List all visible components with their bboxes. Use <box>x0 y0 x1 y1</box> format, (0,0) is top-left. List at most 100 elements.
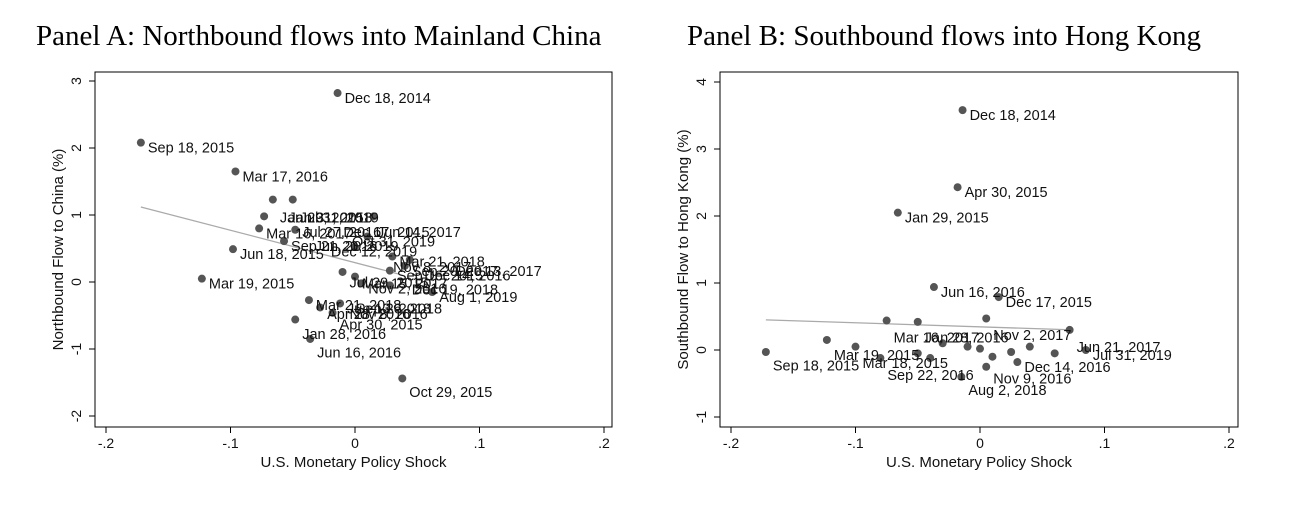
panel-a-point-label: Dec 19, 2018 <box>412 283 498 299</box>
panel-a-point-label: Mar 16, 2017 <box>266 226 351 242</box>
panel-a-point-label: Mar 21, 2018 <box>316 298 401 314</box>
panel-a-x-tick-label: .2 <box>598 435 610 451</box>
panel-a-point-label: Dec 14, 2016 <box>424 269 510 285</box>
panel-a-data-point <box>316 303 325 312</box>
panel-a-data-point <box>306 334 315 343</box>
panel-a-point-label: Aug 1, 2019 <box>439 290 517 306</box>
panel-b-point-label: Dec 17, 2015 <box>1006 295 1092 311</box>
panel-a-data-point <box>228 245 237 254</box>
panel-b-point-label: Mar 16, 2017 <box>894 331 979 347</box>
panel-a-x-tick-label: 0 <box>351 435 359 451</box>
panel-b-point-label: Dec 14, 2016 <box>1024 360 1110 376</box>
panel-b-data-point <box>958 106 967 115</box>
panel-b-x-tick-label: .1 <box>1099 435 1111 451</box>
panel-b-data-point <box>913 317 922 326</box>
panel-b-data-point <box>988 352 997 361</box>
panel-b-data-point <box>926 354 935 363</box>
panel-a-data-point <box>385 266 394 275</box>
panel-b-x-tick-label: -.2 <box>723 435 740 451</box>
panel-a-x-tick-label: -.1 <box>222 435 239 451</box>
panel-a-data-point <box>231 167 240 176</box>
panel-b-x-tick-label: -.1 <box>847 435 864 451</box>
panel-a-fit-line <box>140 206 399 275</box>
panel-b-data-point <box>957 372 966 381</box>
panel-b-y-tick-label: 2 <box>693 212 709 220</box>
panel-a-point-label: Apr 30, 2015 <box>340 318 423 334</box>
panel-a-y-tick-label: -2 <box>68 410 84 423</box>
panel-b-title: Panel B: Southbound flows into Hong Kong <box>687 20 1201 52</box>
panel-b-data-point <box>822 335 831 344</box>
panel-a-data-point <box>255 224 264 233</box>
panel-b-point-label: Nov 2, 2017 <box>993 328 1071 344</box>
panel-a-point-label: Sep 21, 2016 <box>291 239 377 255</box>
panel-b-point-label: Aug 2, 2018 <box>968 383 1046 399</box>
panel-a-y-tick-label: -1 <box>68 343 84 356</box>
panel-b-data-point <box>938 339 947 348</box>
panel-a-data-point <box>405 255 414 264</box>
panel-b-data-point <box>994 293 1003 302</box>
panel-a-title: Panel A: Northbound flows into Mainland … <box>36 20 602 52</box>
panel-a-y-tick-label: 1 <box>68 211 84 219</box>
panel-a-point-label: Sep 18, 2015 <box>148 141 234 157</box>
panel-a-point-label: Jun 18, 2015 <box>240 247 324 263</box>
panel-a-data-point <box>363 232 372 241</box>
panel-a-y-axis-title: Northbound Flow to China (%) <box>50 149 67 351</box>
panel-a-point-label: Apr 28, 2016 <box>327 307 410 323</box>
panel-b-plot-frame <box>719 71 1239 428</box>
panel-b-point-label: Jun 21, 2017 <box>1077 340 1161 356</box>
panel-b-x-tick-label: .2 <box>1223 435 1235 451</box>
panel-a-point-label: Oct 31, 2019 <box>352 234 435 250</box>
panel-b-data-point <box>1065 325 1074 334</box>
panel-a-point-label: Sep 20, 2017 <box>412 264 498 280</box>
panel-a-x-tick-label: .1 <box>474 435 486 451</box>
panel-a-data-point <box>351 243 359 252</box>
panel-b-data-point <box>1013 358 1022 367</box>
panel-a-point-label: Sep 26, 2018 <box>356 301 442 317</box>
panel-a-point-label: Sep 16, 2015 <box>397 269 483 285</box>
panel-b-data-point <box>1025 342 1034 351</box>
panel-a-data-point <box>333 89 342 98</box>
panel-a-data-point <box>328 308 337 317</box>
panel-b-point-label: Jun 16, 2016 <box>941 285 1025 301</box>
panel-a-x-axis-title: U.S. Monetary Policy Shock <box>261 454 447 471</box>
panel-a-data-point <box>398 374 407 383</box>
panel-b-y-axis-title: Southbound Flow to Hong Kong (%) <box>675 129 692 369</box>
panel-a-point-label: Dec 13, 2017 <box>455 264 541 280</box>
panel-b-data-point <box>876 354 885 363</box>
panel-b-data-point <box>982 362 991 371</box>
panel-a-point-label: Dec 12, 2019 <box>331 244 417 260</box>
panel-a-data-point <box>291 315 300 324</box>
panel-a-point-label: Jun 14, 2017 <box>377 225 461 241</box>
panel-a-point-label: Nov 8, 2017 <box>393 260 471 276</box>
panel-a-data-point <box>357 279 366 288</box>
panel-a-data-point <box>351 272 359 281</box>
panel-b-data-point <box>963 342 972 351</box>
panel-a-x-tick-label: -.2 <box>98 435 115 451</box>
panel-a-point-label: Oct 29, 2015 <box>409 385 492 401</box>
panel-a-point-label: Mar 19, 2015 <box>209 277 294 293</box>
panel-b-data-point <box>893 208 902 217</box>
panel-b-y-tick-label: -1 <box>693 411 709 424</box>
panel-b-data-point <box>1081 346 1090 354</box>
panel-b-y-tick-label: 4 <box>693 78 709 86</box>
panel-a-point-label: Jul 31, 2019 <box>300 210 379 226</box>
panel-b-point-label: Sep 18, 2015 <box>773 359 859 375</box>
panel-a-data-point <box>136 138 145 147</box>
panel-a-data-point <box>385 281 394 290</box>
panel-b-data-point <box>982 314 991 323</box>
panel-a-data-point <box>336 299 345 308</box>
panel-a-data-point <box>338 267 347 276</box>
panel-b-x-axis-title: U.S. Monetary Policy Shock <box>886 454 1072 471</box>
panel-a-plot-frame <box>94 71 613 428</box>
panel-a-data-point <box>400 261 409 270</box>
panel-b-point-label: Jan 29, 2015 <box>905 211 989 227</box>
panel-a-point-label: Mar 15, 2017 <box>362 277 447 293</box>
panel-a-data-point <box>304 296 313 305</box>
panel-a-y-tick-label: 2 <box>68 144 84 152</box>
panel-b-point-label: Nov 9, 2016 <box>993 371 1071 387</box>
panel-b-point-label: Mar 19, 2015 <box>834 348 919 364</box>
panel-a-point-label: Jul 27, 2016 <box>302 225 381 241</box>
panel-a-point-label: Jun 13, 2018 <box>347 301 431 317</box>
